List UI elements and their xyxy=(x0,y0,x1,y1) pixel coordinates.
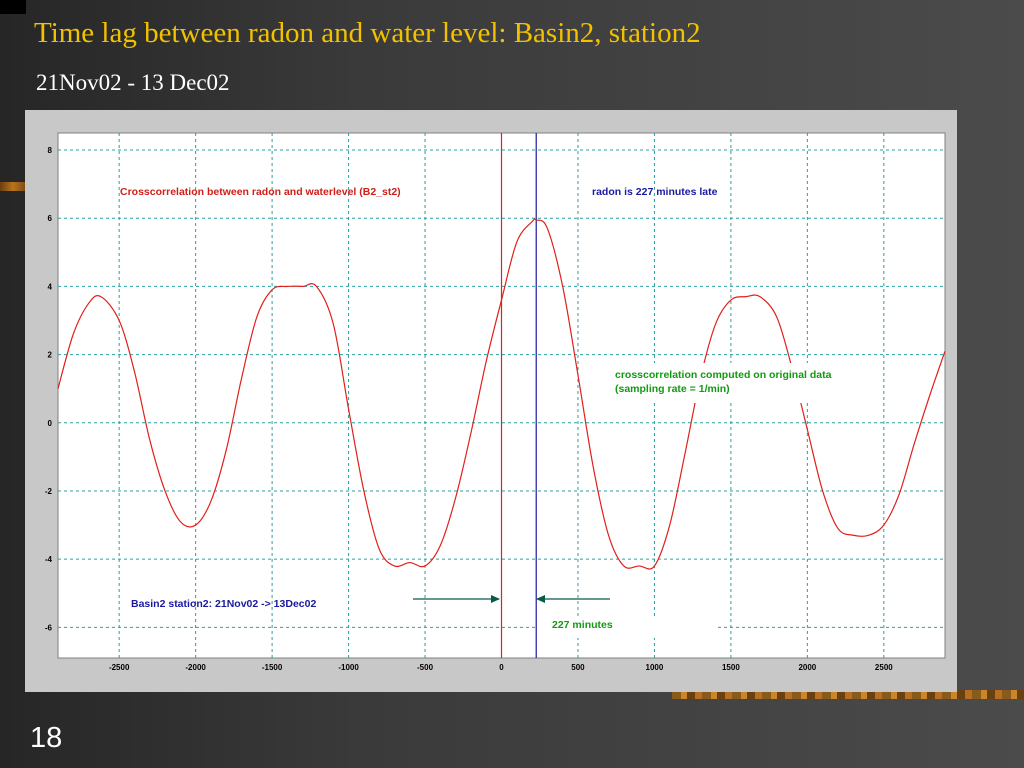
crosscorrelation-chart: -2500 -2000 -1500 -1000 -500 0 500 1000 1500 2000… xyxy=(45,132,946,672)
x-tick-label: 1500 xyxy=(722,663,740,672)
x-tick-label: 2000 xyxy=(798,663,816,672)
computed-label-line1: crosscorrelation computed on original da… xyxy=(615,369,832,381)
decorative-strip-left xyxy=(0,182,26,191)
x-tick-label: 2500 xyxy=(875,663,893,672)
corner-mark xyxy=(0,0,26,14)
minutes-label: 227 minutes xyxy=(552,619,613,631)
minutes-label-bg xyxy=(537,616,715,638)
x-tick-label: -500 xyxy=(417,663,434,672)
x-tick-label: -2000 xyxy=(185,663,206,672)
y-tick-label: 4 xyxy=(48,282,53,291)
grid xyxy=(58,133,945,658)
x-tick-label: -2500 xyxy=(109,663,130,672)
x-tick-label: 500 xyxy=(571,663,585,672)
x-tick-label: -1000 xyxy=(338,663,359,672)
computed-label-line2: (sampling rate = 1/min) xyxy=(615,383,730,395)
slide-number: 18 xyxy=(30,722,63,754)
decorative-strip-right xyxy=(672,690,1024,699)
slide-title: Time lag between radon and water level: … xyxy=(34,17,701,49)
x-tick-label: 1000 xyxy=(646,663,664,672)
y-tick-label: -6 xyxy=(45,623,53,632)
y-tick-label: -2 xyxy=(45,487,53,496)
computed-label-bg xyxy=(609,363,881,403)
slide-subtitle: 21Nov02 - 13 Dec02 xyxy=(36,70,230,95)
y-tick-label: 0 xyxy=(48,419,53,428)
station-label: Basin2 station2: 21Nov02 -> 13Dec02 xyxy=(131,598,316,610)
crosscorr-label: Crosscorrelation between radon and water… xyxy=(120,186,401,198)
x-tick-label: 0 xyxy=(499,663,504,672)
y-tick-label: -4 xyxy=(45,555,53,564)
y-tick-label: 8 xyxy=(48,146,53,155)
tick-labels: -2500 -2000 -1500 -1000 -500 0 500 1000 1500 2000… xyxy=(45,146,893,672)
y-tick-label: 2 xyxy=(48,351,53,360)
y-tick-label: 6 xyxy=(48,214,53,223)
chart-panel: -2500 -2000 -1500 -1000 -500 0 500 1000 1500 2000… xyxy=(25,110,957,692)
late-label: radon is 227 minutes late xyxy=(592,186,718,198)
x-tick-label: -1500 xyxy=(262,663,283,672)
